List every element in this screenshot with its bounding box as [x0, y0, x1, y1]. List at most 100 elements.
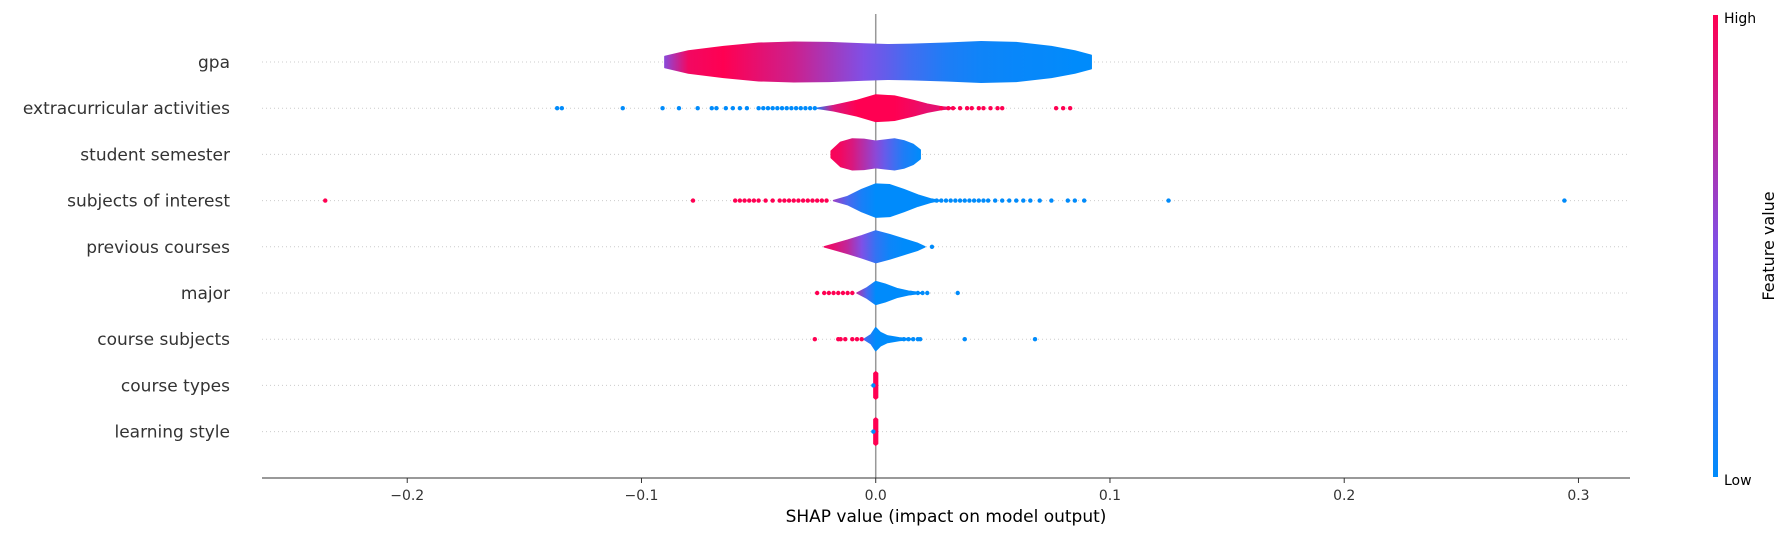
point-extracurricular-activities: [981, 106, 986, 111]
point-subjects-of-interest: [971, 198, 977, 203]
point-major: [915, 290, 921, 296]
colorbar: High Low Feature value: [1713, 11, 1778, 489]
feature-labels: gpa extracurricular activities student sem…: [23, 53, 230, 443]
point-subjects-of-interest: [786, 198, 792, 203]
point-extracurricular-activities: [784, 106, 789, 111]
point-subjects-of-interest: [1037, 198, 1042, 203]
point-subjects-of-interest: [763, 198, 768, 203]
point-subjects-of-interest: [992, 198, 998, 203]
point-major: [850, 290, 855, 296]
outlier-points-layer: [323, 106, 1567, 434]
feature-label-course-subjects: course subjects: [97, 330, 230, 350]
point-extracurricular-activities: [964, 106, 970, 111]
row-gridlines: [262, 61, 1630, 433]
violin-course-types: [873, 371, 879, 400]
point-subjects-of-interest: [1007, 198, 1012, 203]
point-subjects-of-interest: [953, 198, 958, 203]
point-subjects-of-interest: [981, 198, 986, 203]
point-subjects-of-interest: [1072, 198, 1078, 203]
feature-label-extracurricular-activities: extracurricular activities: [23, 99, 230, 119]
point-extracurricular-activities: [676, 106, 682, 111]
colorbar-high-label: High: [1724, 11, 1756, 27]
violin-learning-style: [873, 417, 879, 446]
point-extracurricular-activities: [803, 106, 808, 111]
point-extracurricular-activities: [709, 106, 714, 111]
point-extracurricular-activities: [1000, 106, 1005, 111]
colorbar-title: Feature value: [1759, 191, 1778, 300]
feature-label-learning-style: learning style: [114, 423, 230, 443]
x-tick-label: 0.0: [865, 488, 887, 504]
point-subjects-of-interest: [737, 198, 743, 203]
point-subjects-of-interest: [985, 198, 991, 203]
point-course-subjects: [906, 337, 911, 342]
point-extracurricular-activities: [714, 106, 719, 111]
point-subjects-of-interest: [777, 198, 782, 203]
point-subjects-of-interest: [1028, 198, 1033, 203]
point-extracurricular-activities: [976, 106, 981, 111]
point-course-subjects: [962, 337, 967, 342]
point-extracurricular-activities: [1053, 106, 1059, 111]
feature-label-gpa: gpa: [198, 53, 230, 73]
point-subjects-of-interest: [796, 198, 801, 203]
violin-student-semester: [830, 138, 921, 171]
point-subjects-of-interest: [690, 198, 696, 203]
point-course-subjects: [918, 337, 923, 342]
point-course-subjects: [859, 337, 864, 342]
point-extracurricular-activities: [660, 106, 665, 111]
colorbar-gradient: [1713, 15, 1718, 477]
feature-label-course-types: course types: [121, 376, 230, 396]
point-subjects-of-interest: [782, 198, 787, 203]
point-extracurricular-activities: [1060, 106, 1066, 111]
point-extracurricular-activities: [554, 106, 560, 111]
point-subjects-of-interest: [948, 198, 953, 203]
point-extracurricular-activities: [1067, 106, 1073, 111]
point-subjects-of-interest: [925, 198, 930, 203]
point-extracurricular-activities: [775, 106, 780, 111]
point-subjects-of-interest: [1166, 198, 1171, 203]
point-major: [836, 290, 841, 296]
violin-layer: [664, 41, 1092, 446]
point-extracurricular-activities: [957, 106, 963, 111]
point-subjects-of-interest: [751, 198, 757, 203]
point-subjects-of-interest: [1049, 198, 1054, 203]
point-subjects-of-interest: [929, 198, 935, 203]
point-major: [955, 290, 960, 296]
x-tick-label: −0.1: [624, 488, 658, 504]
point-major: [925, 290, 930, 296]
point-extracurricular-activities: [988, 106, 993, 111]
point-extracurricular-activities: [812, 106, 818, 111]
colorbar-low-label: Low: [1724, 473, 1752, 489]
point-subjects-of-interest: [742, 198, 747, 203]
point-subjects-of-interest: [1014, 198, 1019, 203]
point-major: [845, 290, 850, 296]
point-previous-courses: [929, 244, 935, 249]
point-subjects-of-interest: [962, 198, 967, 203]
point-subjects-of-interest: [770, 198, 775, 203]
point-subjects-of-interest: [976, 198, 981, 203]
point-extracurricular-activities: [737, 106, 743, 111]
x-tick-label: 0.2: [1333, 488, 1355, 504]
feature-label-student-semester: student semester: [80, 145, 230, 165]
point-extracurricular-activities: [995, 106, 1000, 111]
point-subjects-of-interest: [805, 198, 810, 203]
point-subjects-of-interest: [732, 198, 738, 203]
point-major: [826, 290, 832, 296]
point-extracurricular-activities: [807, 106, 813, 111]
violin-extracurricular-activities: [816, 94, 957, 123]
point-extracurricular-activities: [695, 106, 700, 111]
point-extracurricular-activities: [620, 106, 625, 111]
point-extracurricular-activities: [765, 106, 771, 111]
point-subjects-of-interest: [747, 198, 752, 203]
x-axis-title: SHAP value (impact on model output): [786, 507, 1107, 527]
point-extracurricular-activities: [969, 106, 974, 111]
point-major: [831, 290, 836, 296]
point-subjects-of-interest: [939, 198, 944, 203]
point-extracurricular-activities: [779, 106, 785, 111]
point-extracurricular-activities: [770, 106, 775, 111]
point-course-subjects: [838, 337, 843, 342]
point-extracurricular-activities: [798, 106, 803, 111]
x-axis-ticks: −0.2 −0.1 0.0 0.1 0.2 0.3: [390, 478, 1590, 504]
point-course-subjects: [911, 337, 916, 342]
x-tick-label: 0.1: [1099, 488, 1121, 504]
